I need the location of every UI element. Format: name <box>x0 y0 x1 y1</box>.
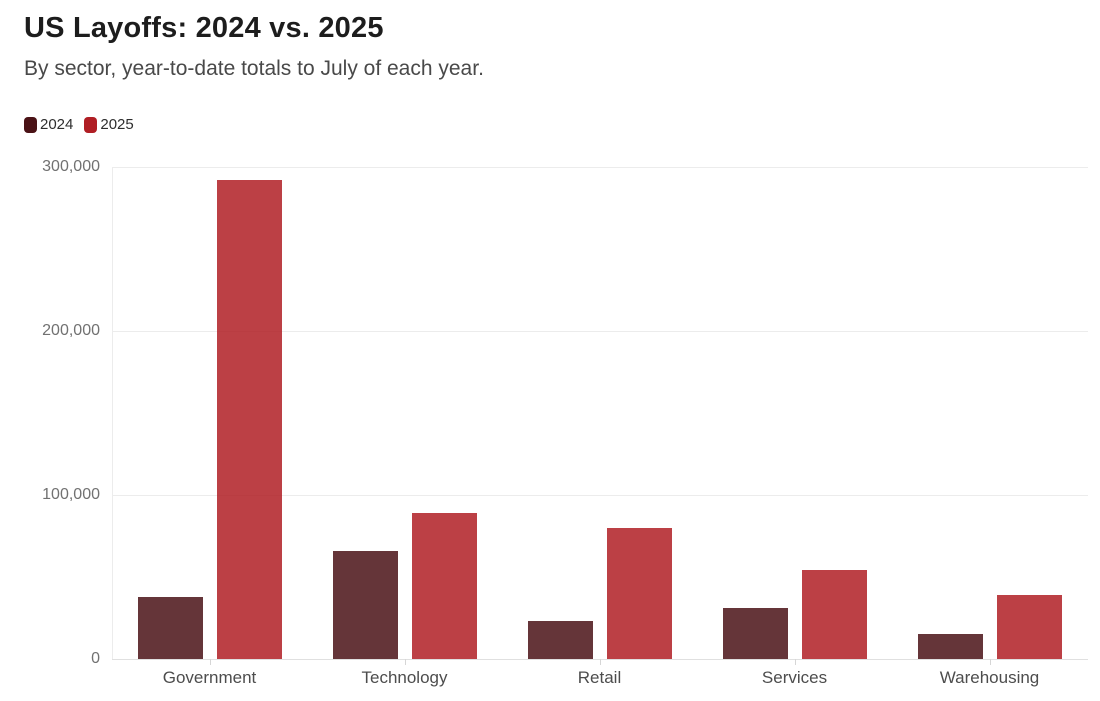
gridline-100000 <box>112 495 1088 496</box>
x-axis-tick <box>600 659 601 665</box>
bar-warehousing-2025 <box>997 595 1062 659</box>
bar-warehousing-2024 <box>918 634 983 659</box>
bar-retail-2024 <box>528 621 593 659</box>
legend: 2024 2025 <box>24 116 134 133</box>
ytick-label: 0 <box>91 650 100 667</box>
legend-label: 2025 <box>100 116 134 133</box>
category-label-technology: Technology <box>361 668 448 687</box>
bar-government-2025 <box>217 180 282 659</box>
x-axis-tick <box>210 659 211 665</box>
bar-technology-2024 <box>333 551 398 659</box>
bar-services-2024 <box>723 608 788 659</box>
ytick-label: 200,000 <box>42 322 100 339</box>
gridline-200000 <box>112 331 1088 332</box>
category-label-warehousing: Warehousing <box>939 668 1040 687</box>
legend-item-2024: 2024 <box>24 116 73 133</box>
legend-swatch-2025 <box>84 116 98 133</box>
gridline-300000 <box>112 167 1088 168</box>
legend-item-2025: 2025 <box>84 116 134 133</box>
bar-services-2025 <box>802 570 867 659</box>
x-axis-tick <box>990 659 991 665</box>
category-label-services: Services <box>761 668 828 687</box>
ytick-label: 300,000 <box>42 158 100 175</box>
bar-government-2024 <box>138 597 203 659</box>
legend-label: 2024 <box>40 116 74 133</box>
category-label-retail: Retail <box>577 668 622 687</box>
x-axis-tick <box>405 659 406 665</box>
chart-title: US Layoffs: 2024 vs. 2025 <box>24 12 384 44</box>
bar-technology-2025 <box>412 513 477 659</box>
ytick-label: 100,000 <box>42 486 100 503</box>
y-axis-line <box>112 167 113 659</box>
chart-subtitle: By sector, year-to-date totals to July o… <box>24 57 484 80</box>
x-axis-tick <box>795 659 796 665</box>
category-label-government: Government <box>162 668 257 687</box>
legend-swatch-2024 <box>24 116 37 133</box>
bar-retail-2025 <box>607 528 672 659</box>
